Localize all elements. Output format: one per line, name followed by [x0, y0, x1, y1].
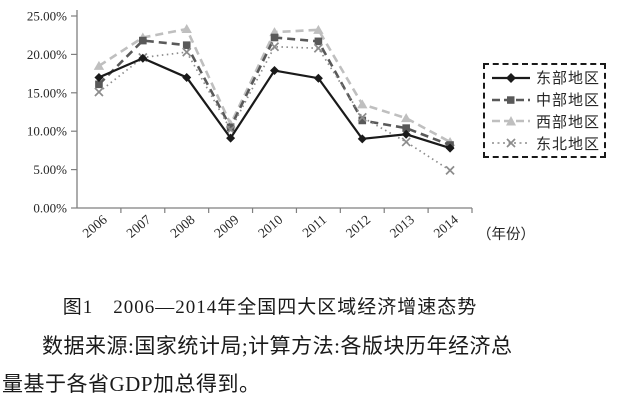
- series-line-northeast: [98, 45, 451, 172]
- legend-label-central: 中部地区: [536, 93, 601, 110]
- marker-diamond-east: [313, 73, 323, 83]
- source-note-line-1: 数据来源:国家统计局;计算方法:各版块历年经济总: [42, 334, 513, 358]
- marker-diamond-east: [182, 72, 192, 82]
- legend-sample-square-dashed-line: [492, 95, 530, 104]
- x-axis-unit-label: （年份）: [477, 226, 535, 243]
- marker-diamond-east: [138, 53, 148, 63]
- marker-square-central: [314, 37, 323, 46]
- marker-square-central: [270, 33, 279, 42]
- y-tick-label: 25.00%: [27, 9, 67, 24]
- y-tick-label: 0.00%: [33, 201, 67, 216]
- legend-item-central: 中部地区: [491, 89, 601, 111]
- legend-item-west: 西部地区: [491, 111, 601, 133]
- marker-diamond-east: [357, 134, 367, 144]
- marker-diamond-east: [94, 72, 104, 82]
- marker-x-northeast: [269, 42, 280, 52]
- marker-triangle-west: [357, 99, 368, 109]
- legend-label-northeast: 东北地区: [536, 136, 601, 153]
- legend-item-northeast: 东北地区: [491, 132, 601, 154]
- legend-item-east: 东部地区: [491, 67, 601, 89]
- x-tick-label: 2011: [299, 212, 329, 241]
- marker-square-central: [402, 124, 410, 132]
- marker-diamond-east: [270, 66, 279, 76]
- growth-line-chart: 25.00% 20.00% 15.00% 10.00% 5.00% 0.00% 2006 20…: [27, 9, 606, 244]
- legend-label-west: 西部地区: [536, 114, 601, 131]
- marker-x-northeast: [357, 112, 367, 122]
- marker-square-central: [226, 123, 235, 132]
- marker-triangle-west: [181, 24, 192, 34]
- marker-diamond-east: [401, 129, 411, 139]
- x-tick-label: 2008: [167, 212, 198, 241]
- marker-x-northeast: [313, 43, 323, 53]
- marker-triangle-west: [313, 24, 324, 34]
- legend-sample-x-dashdot-line: [492, 138, 530, 148]
- x-tick-label: 2009: [211, 212, 242, 241]
- x-tick-label: 2010: [255, 212, 286, 241]
- marker-square-central: [139, 36, 147, 45]
- marker-x-northeast: [445, 165, 455, 175]
- x-tick-label: 2012: [343, 212, 373, 241]
- marker-square-central: [358, 116, 367, 125]
- marker-x-northeast: [401, 137, 411, 147]
- chart-canvas: 25.00% 20.00% 15.00% 10.00% 5.00% 0.00% 2006 20…: [27, 9, 535, 244]
- marker-square-central: [95, 80, 103, 89]
- y-tick-label: 15.00%: [27, 85, 67, 100]
- source-note-line-2: 量基于各省GDP加总得到。: [2, 372, 261, 396]
- y-tick-label: 10.00%: [27, 124, 67, 139]
- y-tick-label: 5.00%: [33, 162, 67, 177]
- marker-triangle-west: [93, 60, 105, 70]
- marker-diamond-east: [445, 143, 455, 153]
- marker-triangle-west: [400, 113, 412, 123]
- x-tick-label: 2013: [387, 212, 418, 241]
- y-tick-label: 20.00%: [27, 47, 67, 62]
- legend-label-east: 东部地区: [536, 71, 601, 88]
- chart-legend: 东部地区 中部地区 西部地区 东北地区: [483, 63, 606, 158]
- x-tick-label: 2014: [431, 212, 462, 241]
- legend-sample-triangle-dashed-line: [492, 116, 530, 126]
- x-tick-label: 2006: [80, 212, 111, 241]
- marker-x-northeast: [182, 47, 192, 57]
- marker-square-central: [182, 41, 191, 49]
- legend-sample-diamond-solid-line: [492, 72, 530, 83]
- marker-x-northeast: [94, 87, 104, 97]
- x-tick-label: 2007: [123, 212, 154, 241]
- marker-diamond-east: [226, 133, 236, 143]
- figure-caption: 图1 2006—2014年全国四大区域经济增速态势: [62, 297, 478, 318]
- series-line-central: [98, 36, 451, 147]
